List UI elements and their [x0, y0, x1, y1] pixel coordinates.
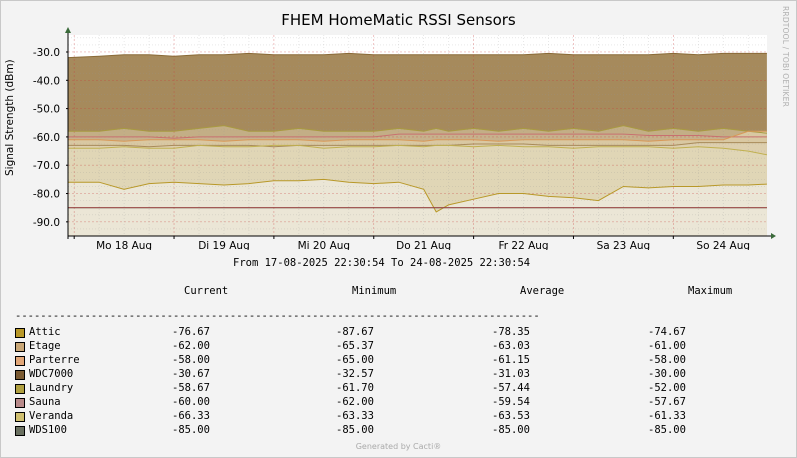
chart-title: FHEM HomeMatic RSSI Sensors: [281, 11, 516, 29]
y-tick-labels: -30.0 -40.0 -50.0 -60.0 -70.0 -80.0 -90.0: [33, 47, 68, 229]
y-tick-label: -70.0: [33, 160, 60, 172]
x-tick-label: Do 21 Aug: [396, 240, 451, 250]
x-tick-label: So 24 Aug: [696, 240, 750, 250]
legend-minimum: -87.67: [336, 326, 374, 338]
legend-swatch: [15, 426, 25, 436]
legend-current: -60.00: [172, 396, 210, 408]
legend-maximum: -58.00: [648, 354, 686, 366]
line-attic: [67, 178, 767, 213]
x-tick-labels: Mo 18 Aug Di 19 Aug Mi 20 Aug Do 21 Aug Fr 2…: [73, 236, 750, 250]
legend-swatch: [15, 398, 25, 408]
legend-current: -58.00: [172, 354, 210, 366]
y-tick-label: -50.0: [33, 104, 60, 116]
legend-average: -59.54: [492, 396, 530, 408]
date-range: From 17-08-2025 22:30:54 To 24-08-2025 2…: [233, 257, 531, 269]
y-tick-label: -80.0: [33, 189, 60, 201]
col-minimum: Minimum: [352, 285, 397, 297]
legend-current: -62.00: [172, 340, 210, 352]
axes: [65, 27, 776, 239]
legend-current: -85.00: [172, 424, 210, 436]
legend-name: Attic: [29, 326, 61, 338]
legend-average: -85.00: [492, 424, 530, 436]
legend-maximum: -52.00: [648, 382, 686, 394]
legend-swatch: [15, 370, 25, 380]
legend-minimum: -62.00: [336, 396, 374, 408]
legend-swatch: [15, 328, 25, 338]
line-veranda: [67, 144, 767, 156]
legend-maximum: -74.67: [648, 326, 686, 338]
chart-plot: -30.0 -40.0 -50.0 -60.0 -70.0 -80.0 -90.0 Mo 1…: [33, 27, 776, 250]
col-average: Average: [520, 285, 565, 297]
legend-average: -61.15: [492, 354, 530, 366]
legend-current: -58.67: [172, 382, 210, 394]
legend-name: Veranda: [29, 410, 74, 422]
legend-name: Parterre: [29, 354, 80, 366]
x-tick-label: Di 19 Aug: [198, 240, 250, 250]
y-tick-label: -30.0: [33, 47, 60, 59]
col-current: Current: [184, 285, 229, 297]
legend-name: Sauna: [29, 396, 61, 408]
col-maximum: Maximum: [688, 285, 733, 297]
legend-minimum: -65.37: [336, 340, 374, 352]
legend-average: -63.53: [492, 410, 530, 422]
legend-average: -31.03: [492, 368, 530, 380]
y-tick-label: -40.0: [33, 75, 60, 87]
y-tick-label: -90.0: [33, 217, 60, 229]
legend-average: -57.44: [492, 382, 530, 394]
legend-minimum: -65.00: [336, 354, 374, 366]
legend-current: -76.67: [172, 326, 210, 338]
legend-divider: ----------------------------------------…: [15, 310, 540, 322]
rrdtool-credit: RRDTOOL / TOBI OETIKER: [781, 6, 790, 107]
legend-maximum: -61.33: [648, 410, 686, 422]
legend-minimum: -61.70: [336, 382, 374, 394]
line-laundry: [67, 125, 767, 134]
y-tick-label: -60.0: [33, 132, 60, 144]
legend-name: Etage: [29, 340, 61, 352]
legend-minimum: -85.00: [336, 424, 374, 436]
legend-swatch: [15, 356, 25, 366]
grid-lines: [68, 35, 767, 237]
legend-name: WDC7000: [29, 368, 74, 380]
line-wdc7000: [67, 52, 767, 59]
legend-swatch: [15, 342, 25, 352]
x-axis-arrow: [771, 233, 776, 239]
x-tick-label: Mo 18 Aug: [96, 240, 152, 250]
line-parterre: [67, 130, 767, 142]
legend-average: -63.03: [492, 340, 530, 352]
series-lines: [67, 52, 767, 213]
legend-current: -66.33: [172, 410, 210, 422]
legend-maximum: -61.00: [648, 340, 686, 352]
series-areas: [67, 35, 767, 237]
x-tick-label: Fr 22 Aug: [498, 240, 548, 250]
x-tick-label: Sa 23 Aug: [597, 240, 651, 250]
legend-current: -30.67: [172, 368, 210, 380]
y-axis-arrow: [65, 27, 71, 33]
legend-swatch: [15, 384, 25, 394]
footer: Generated by Cacti®: [355, 442, 442, 451]
x-tick-label: Mi 20 Aug: [298, 240, 351, 250]
legend-swatch: [15, 412, 25, 422]
legend-maximum: -57.67: [648, 396, 686, 408]
line-sauna: [67, 133, 767, 139]
legend-maximum: -30.00: [648, 368, 686, 380]
legend-name: WDS100: [29, 424, 67, 436]
legend-maximum: -85.00: [648, 424, 686, 436]
legend-average: -78.35: [492, 326, 530, 338]
legend-minimum: -32.57: [336, 368, 374, 380]
legend-name: Laundry: [29, 382, 74, 394]
legend-minimum: -63.33: [336, 410, 374, 422]
